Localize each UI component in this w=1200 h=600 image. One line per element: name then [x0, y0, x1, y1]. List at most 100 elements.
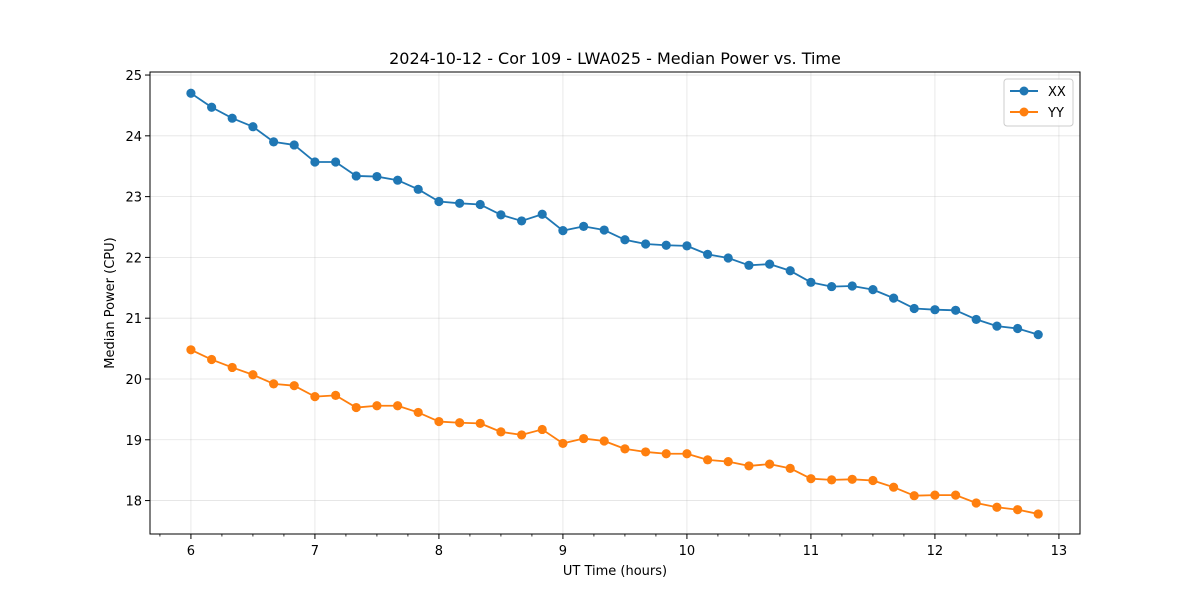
- axis-ticks: 6 7 8 9 10 11 12 13 18 19 20 21 22 23 24 25: [125, 69, 1067, 559]
- data-point-yy: [372, 401, 382, 411]
- data-point-xx: [703, 249, 713, 259]
- data-point-yy: [620, 444, 630, 454]
- data-point-xx: [599, 225, 609, 235]
- data-point-xx: [372, 171, 382, 182]
- data-point-xx: [1033, 330, 1043, 340]
- data-point-yy: [682, 449, 692, 459]
- legend-label-yy: YY: [1047, 106, 1064, 121]
- grid: [150, 72, 1080, 534]
- data-point-xx: [517, 216, 527, 226]
- data-point-yy: [475, 418, 485, 428]
- data-point-xx: [434, 196, 444, 207]
- x-tick-label: 10: [679, 544, 696, 559]
- data-point-yy: [413, 407, 423, 418]
- legend-marker-xx: [1019, 86, 1029, 96]
- series-layer: [186, 88, 1043, 519]
- data-point-xx: [579, 221, 589, 232]
- data-point-yy: [579, 433, 589, 444]
- y-tick-label: 19: [125, 434, 142, 449]
- data-point-xx: [806, 277, 816, 287]
- data-point-yy: [227, 362, 237, 373]
- y-tick-label: 20: [125, 373, 142, 388]
- data-point-yy: [641, 447, 651, 457]
- data-point-xx: [682, 241, 692, 251]
- data-point-yy: [207, 354, 217, 365]
- data-point-xx: [971, 314, 981, 325]
- legend-marker-yy: [1019, 107, 1029, 117]
- legend: XX YY: [1003, 78, 1074, 127]
- data-point-xx: [496, 210, 506, 220]
- data-point-yy: [248, 370, 258, 380]
- data-point-yy: [971, 498, 981, 508]
- data-point-xx: [847, 281, 857, 291]
- data-point-yy: [434, 416, 444, 427]
- x-tick-label: 13: [1051, 544, 1068, 559]
- data-point-xx: [620, 235, 630, 245]
- y-tick-label: 25: [125, 69, 142, 84]
- data-point-yy: [909, 491, 919, 501]
- data-point-yy: [455, 418, 465, 428]
- data-point-xx: [455, 198, 465, 208]
- data-point-xx: [992, 321, 1002, 331]
- data-point-xx: [827, 281, 837, 292]
- data-point-yy: [599, 436, 609, 446]
- data-point-xx: [765, 259, 775, 269]
- data-point-xx: [889, 293, 899, 303]
- data-point-yy: [393, 401, 403, 411]
- data-point-xx: [207, 102, 217, 112]
- data-point-yy: [723, 457, 733, 467]
- data-point-yy: [289, 381, 299, 391]
- data-point-xx: [289, 140, 299, 150]
- data-point-yy: [992, 502, 1002, 512]
- data-point-xx: [351, 171, 361, 181]
- y-axis-label: Median Power (CPU): [103, 237, 118, 368]
- legend-label-xx: XX: [1048, 85, 1066, 100]
- x-tick-label: 8: [435, 544, 443, 559]
- data-point-yy: [930, 490, 940, 500]
- data-point-yy: [785, 463, 795, 473]
- data-point-yy: [310, 392, 320, 402]
- data-point-xx: [744, 260, 754, 270]
- data-point-xx: [413, 184, 423, 194]
- data-point-yy: [517, 430, 527, 440]
- data-point-yy: [496, 427, 506, 437]
- data-point-yy: [558, 438, 568, 449]
- x-tick-label: 12: [927, 544, 944, 559]
- x-tick-label: 7: [311, 544, 319, 559]
- data-point-yy: [1013, 505, 1023, 515]
- data-point-yy: [703, 455, 713, 465]
- data-point-xx: [331, 157, 341, 167]
- data-point-xx: [269, 137, 279, 147]
- data-point-xx: [393, 175, 403, 185]
- data-point-xx: [951, 305, 961, 315]
- data-point-xx: [868, 285, 878, 295]
- data-point-xx: [558, 226, 568, 236]
- data-point-xx: [186, 88, 196, 98]
- data-point-yy: [827, 475, 837, 485]
- data-point-yy: [351, 402, 361, 413]
- chart-title: 2024-10-12 - Cor 109 - LWA025 - Median P…: [389, 49, 841, 68]
- data-point-yy: [847, 474, 857, 484]
- data-point-xx: [248, 122, 258, 132]
- data-point-xx: [930, 305, 940, 315]
- data-point-yy: [806, 474, 816, 484]
- y-tick-label: 18: [125, 495, 142, 510]
- x-tick-label: 11: [803, 544, 820, 559]
- data-point-yy: [868, 475, 878, 486]
- x-axis-label: UT Time (hours): [563, 564, 667, 579]
- data-point-yy: [331, 390, 341, 400]
- y-tick-label: 22: [125, 251, 142, 266]
- data-point-xx: [227, 113, 237, 123]
- data-point-xx: [537, 209, 547, 219]
- axes-frame: [149, 71, 1081, 535]
- data-point-xx: [475, 199, 485, 210]
- data-point-xx: [723, 253, 733, 263]
- data-point-yy: [951, 490, 961, 500]
- data-point-yy: [186, 345, 196, 355]
- data-point-yy: [661, 449, 671, 459]
- data-point-yy: [537, 424, 547, 435]
- data-point-xx: [785, 266, 795, 276]
- data-point-yy: [765, 459, 775, 469]
- data-point-xx: [1013, 323, 1023, 334]
